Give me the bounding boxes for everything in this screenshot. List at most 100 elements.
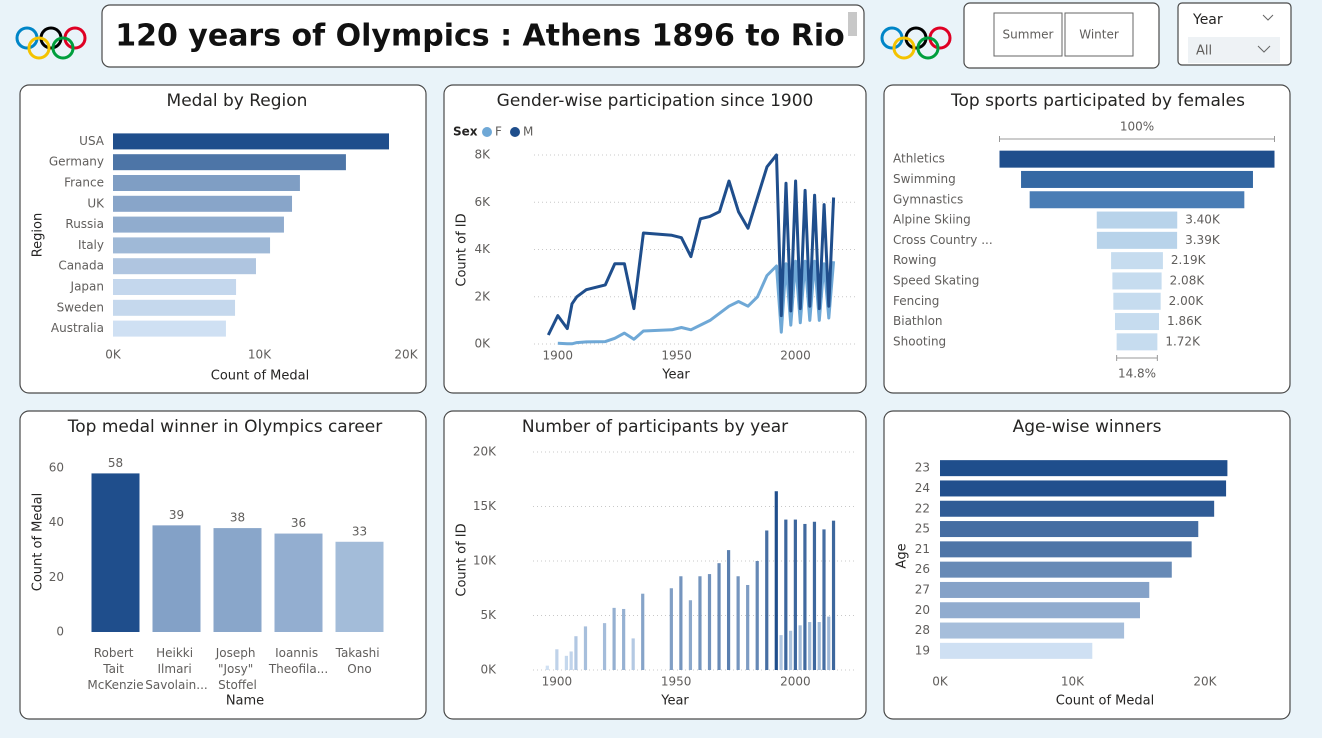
season-button[interactable] bbox=[1064, 12, 1134, 57]
header-box bbox=[101, 4, 865, 68]
y-tick-label: France bbox=[64, 176, 104, 190]
y-tick-label: 60 bbox=[49, 460, 64, 474]
category-label: Swimming bbox=[893, 172, 956, 186]
category-label: Fencing bbox=[893, 294, 939, 308]
y-tick-label: 40 bbox=[49, 515, 64, 529]
bar bbox=[641, 593, 645, 670]
bar bbox=[113, 195, 293, 212]
page-title: 120 years of Olympics : Athens 1896 to R… bbox=[115, 19, 845, 54]
bar bbox=[940, 561, 1172, 578]
panel bbox=[443, 410, 867, 720]
year-dropdown-value[interactable]: All bbox=[1196, 44, 1212, 59]
x-axis-title: Name bbox=[226, 694, 264, 709]
bar bbox=[113, 133, 390, 150]
data-label: 3.40K bbox=[1185, 213, 1221, 227]
x-tick-label: Heikki Ilmari Savolain... bbox=[145, 646, 207, 692]
season-button[interactable] bbox=[993, 12, 1063, 57]
x-tick-label: Joseph "Josy" Stoffel bbox=[215, 646, 260, 692]
y-tick-label: 0K bbox=[480, 663, 497, 677]
bar bbox=[779, 635, 783, 670]
bar bbox=[831, 520, 836, 670]
chevron[interactable] bbox=[1257, 45, 1271, 53]
bar bbox=[746, 584, 750, 670]
y-tick-label: 8K bbox=[474, 148, 491, 162]
bar bbox=[774, 491, 778, 670]
y-tick-label: Russia bbox=[65, 217, 104, 231]
bar bbox=[812, 521, 817, 670]
bar bbox=[707, 574, 712, 670]
bar bbox=[803, 523, 807, 670]
data-label: 3.39K bbox=[1185, 233, 1221, 247]
y-tick-label: 20 bbox=[49, 570, 64, 584]
x-axis-title: Count of Medal bbox=[1056, 694, 1154, 709]
category-label: Alpine Skiing bbox=[893, 213, 971, 227]
bar bbox=[622, 608, 626, 670]
funnel-bar bbox=[1111, 252, 1163, 270]
category-label: Biathlon bbox=[893, 314, 943, 328]
data-label: 1.72K bbox=[1165, 334, 1201, 348]
bar bbox=[113, 175, 300, 191]
chart-title: Top sports participated by females bbox=[950, 91, 1245, 111]
bar bbox=[940, 581, 1150, 598]
bar bbox=[602, 623, 607, 670]
x-tick-label: 2000 bbox=[780, 349, 811, 363]
x-tick-label: 1900 bbox=[542, 675, 573, 689]
y-axis-title: Age bbox=[895, 543, 910, 568]
y-tick-label: 6K bbox=[474, 195, 491, 209]
panel bbox=[443, 84, 867, 394]
chart-title: Medal by Region bbox=[167, 91, 308, 111]
bar bbox=[583, 626, 588, 670]
x-tick-label: 10K bbox=[248, 348, 272, 362]
bar bbox=[113, 320, 226, 337]
season-button-label[interactable]: Winter bbox=[1079, 28, 1119, 42]
bar bbox=[669, 588, 673, 670]
bar bbox=[798, 625, 802, 670]
y-tick-label: Italy bbox=[78, 238, 104, 252]
line bbox=[546, 153, 836, 336]
data-label: 33 bbox=[352, 524, 367, 538]
x-axis-title: Year bbox=[660, 694, 689, 709]
season-button-label[interactable]: Summer bbox=[1003, 28, 1054, 42]
legend-marker bbox=[510, 127, 520, 137]
category-label: Cross Country ... bbox=[893, 233, 993, 247]
data-label: 2.00K bbox=[1169, 294, 1205, 308]
bar bbox=[940, 500, 1215, 517]
bar bbox=[940, 642, 1093, 659]
bar bbox=[784, 519, 788, 670]
bar bbox=[574, 636, 578, 670]
y-axis-title: Count of ID bbox=[455, 523, 470, 596]
bar bbox=[827, 616, 831, 670]
category-label: Rowing bbox=[893, 253, 937, 267]
funnel-bracket bbox=[1116, 355, 1158, 361]
bar bbox=[113, 279, 237, 295]
y-tick-label: 25 bbox=[915, 522, 930, 536]
legend-label: M bbox=[523, 125, 533, 139]
y-tick-label: 0 bbox=[56, 625, 64, 639]
year-dropdown[interactable] bbox=[1188, 37, 1280, 63]
bar bbox=[940, 460, 1228, 477]
year-slicer-label: Year bbox=[1192, 12, 1223, 28]
bar bbox=[113, 237, 271, 254]
y-tick-label: UK bbox=[87, 196, 105, 210]
y-tick-label: Sweden bbox=[57, 300, 104, 314]
data-label: 39 bbox=[169, 508, 184, 522]
bar bbox=[113, 299, 236, 316]
x-axis-title: Count of Medal bbox=[211, 369, 309, 384]
y-tick-label: 2K bbox=[474, 289, 491, 303]
y-tick-label: 27 bbox=[915, 582, 930, 596]
bar bbox=[113, 154, 346, 171]
scrollbar bbox=[848, 12, 857, 36]
chevron[interactable] bbox=[1262, 14, 1274, 21]
bar bbox=[91, 473, 140, 632]
funnel-bar bbox=[1021, 170, 1253, 188]
legend-title: Sex bbox=[453, 125, 478, 139]
y-tick-label: 19 bbox=[915, 643, 930, 657]
data-label: 36 bbox=[291, 516, 306, 530]
bar bbox=[940, 602, 1140, 619]
y-tick-label: 4K bbox=[474, 242, 491, 256]
funnel-top-label: 100% bbox=[1120, 120, 1154, 134]
funnel-bar bbox=[1113, 292, 1161, 310]
bar bbox=[940, 480, 1227, 497]
bar bbox=[564, 655, 568, 670]
funnel-bar bbox=[1096, 231, 1178, 249]
